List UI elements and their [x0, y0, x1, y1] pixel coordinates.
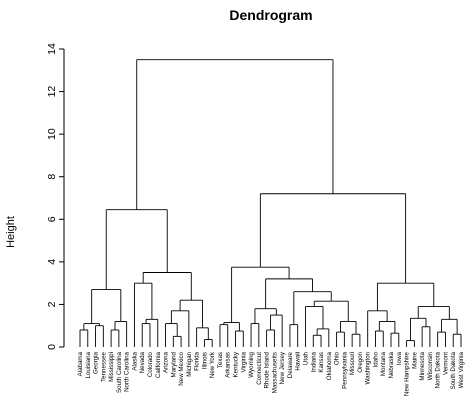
leaf-label-michigan: Michigan	[186, 351, 193, 376]
leaf-label-ohio: Ohio	[334, 351, 341, 365]
leaf-label-new-york: New York	[209, 351, 216, 378]
leaf-label-indiana: Indiana	[310, 351, 317, 372]
leaf-label-florida: Florida	[194, 351, 201, 370]
leaf-label-oklahoma: Oklahoma	[326, 351, 333, 380]
leaf-label-montana: Montana	[380, 351, 387, 376]
leaf-label-new-jersey: New Jersey	[279, 351, 286, 384]
leaf-label-tennessee: Tennessee	[100, 351, 107, 381]
leaf-label-georgia: Georgia	[93, 351, 100, 374]
leaf-label-hawaii: Hawaii	[295, 352, 302, 371]
leaf-label-illinois: Illinois	[201, 352, 208, 369]
leaf-label-missouri: Missouri	[349, 352, 356, 375]
leaf-label-west-virginia: West Virginia	[458, 351, 465, 388]
leaf-label-minnesota: Minnesota	[419, 351, 426, 380]
leaf-label-idaho: Idaho	[372, 351, 379, 367]
y-tick-label-14: 14	[46, 43, 58, 55]
leaf-label-alabama: Alabama	[77, 351, 84, 376]
leaf-label-north-dakota: North Dakota	[435, 351, 442, 388]
leaf-label-new-hampshire: New Hampshire	[404, 351, 411, 396]
leaf-label-california: California	[155, 351, 162, 378]
leaf-label-kansas: Kansas	[318, 352, 325, 373]
leaf-label-colorado: Colorado	[147, 351, 154, 377]
y-tick-label-10: 10	[46, 128, 58, 140]
leaf-label-louisiana: Louisiana	[85, 351, 92, 378]
leaf-label-iowa: Iowa	[396, 351, 403, 365]
leaf-label-new-mexico: New Mexico	[178, 351, 185, 385]
leaf-label-nevada: Nevada	[139, 351, 146, 373]
leaf-label-wyoming: Wyoming	[248, 351, 255, 377]
leaf-label-pennsylvania: Pennsylvania	[341, 351, 348, 388]
y-tick-label-0: 0	[46, 344, 58, 350]
chart-title: Dendrogram	[229, 7, 312, 23]
y-axis-label: Height	[5, 216, 17, 248]
dendrogram-branches	[79, 59, 462, 347]
leaf-labels: Alabama Louisiana Georgia Tennessee Mississi…	[77, 351, 465, 396]
leaf-label-arizona: Arizona	[163, 351, 170, 373]
leaf-label-maryland: Maryland	[170, 351, 177, 377]
y-tick-label-4: 4	[46, 259, 58, 265]
leaf-label-connecticut: Connecticut	[256, 352, 263, 385]
leaf-label-vermont: Vermont	[442, 352, 449, 375]
leaf-label-utah: Utah	[302, 351, 309, 365]
leaf-label-north-carolina: North Carolina	[124, 351, 131, 391]
leaf-label-south-dakota: South Dakota	[450, 351, 457, 389]
leaf-label-massachusetts: Massachusetts	[271, 352, 278, 393]
leaf-label-texas: Texas	[217, 352, 224, 368]
leaf-label-mississippi: Mississippi	[108, 352, 115, 382]
y-tick-label-12: 12	[46, 86, 58, 98]
leaf-label-alaska: Alaska	[131, 351, 138, 370]
leaf-label-south-carolina: South Carolina	[116, 351, 123, 392]
y-axis: 0 2 4 6 8 10 12 14	[46, 43, 65, 350]
leaf-label-rhode-island: Rhode Island	[264, 351, 271, 388]
leaf-label-washington: Washington	[365, 351, 372, 384]
leaf-label-virginia: Virginia	[240, 351, 247, 372]
leaf-label-arkansas: Arkansas	[225, 352, 232, 378]
leaf-label-maine: Maine	[411, 351, 418, 368]
leaf-label-oregon: Oregon	[357, 351, 364, 372]
leaf-label-delaware: Delaware	[287, 351, 294, 378]
y-tick-label-6: 6	[46, 216, 58, 222]
leaf-label-wisconsin: Wisconsin	[427, 351, 434, 380]
y-tick-label-2: 2	[46, 301, 58, 307]
y-tick-label-8: 8	[46, 174, 58, 180]
leaf-label-nebraska: Nebraska	[388, 351, 395, 378]
leaf-label-kentucky: Kentucky	[233, 351, 240, 377]
